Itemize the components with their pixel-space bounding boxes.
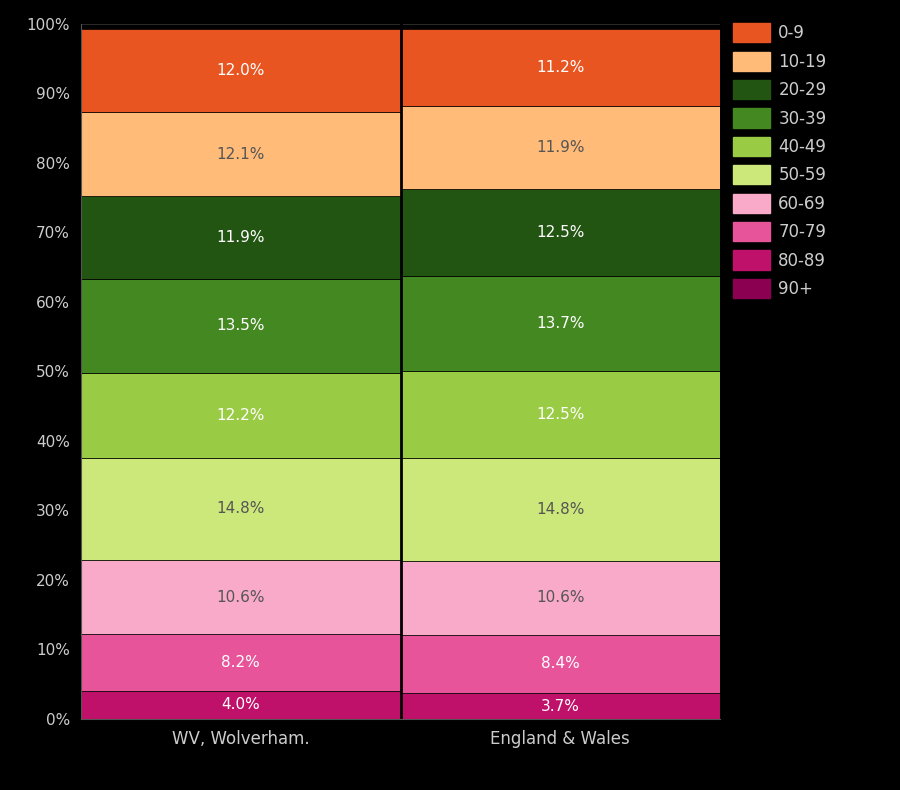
Bar [400,276,720,371]
Text: 12.2%: 12.2% [217,408,265,423]
Bar [81,373,400,457]
Bar [81,457,400,560]
Bar [81,196,400,279]
Bar [81,691,400,719]
Text: 3.7%: 3.7% [541,698,580,713]
Legend: 0-9, 10-19, 20-29, 30-39, 40-49, 50-59, 60-69, 70-79, 80-89, 90+: 0-9, 10-19, 20-29, 30-39, 40-49, 50-59, … [728,18,832,303]
Text: 12.0%: 12.0% [217,62,265,77]
Bar [81,560,400,634]
Text: 14.8%: 14.8% [536,502,584,517]
Bar [400,561,720,635]
Bar [400,28,720,107]
Text: 11.9%: 11.9% [536,141,584,156]
Text: 4.0%: 4.0% [221,698,260,713]
Text: 10.6%: 10.6% [217,590,265,604]
Text: 8.4%: 8.4% [541,656,580,672]
Text: 12.5%: 12.5% [536,225,584,240]
Bar [81,28,400,112]
Text: 11.9%: 11.9% [217,230,265,245]
Text: 8.2%: 8.2% [221,655,260,670]
Bar [81,112,400,196]
Bar [400,635,720,693]
Bar [400,371,720,458]
Text: 13.7%: 13.7% [536,316,584,331]
Text: 14.8%: 14.8% [217,502,265,517]
Text: 12.1%: 12.1% [217,147,265,161]
Text: 10.6%: 10.6% [536,590,584,605]
Bar [400,458,720,561]
Bar [81,279,400,373]
Bar [400,189,720,276]
Text: 11.2%: 11.2% [536,60,584,75]
Text: 12.5%: 12.5% [536,408,584,422]
Bar [400,107,720,189]
Text: 13.5%: 13.5% [217,318,265,333]
Bar [81,634,400,691]
Bar [400,693,720,719]
